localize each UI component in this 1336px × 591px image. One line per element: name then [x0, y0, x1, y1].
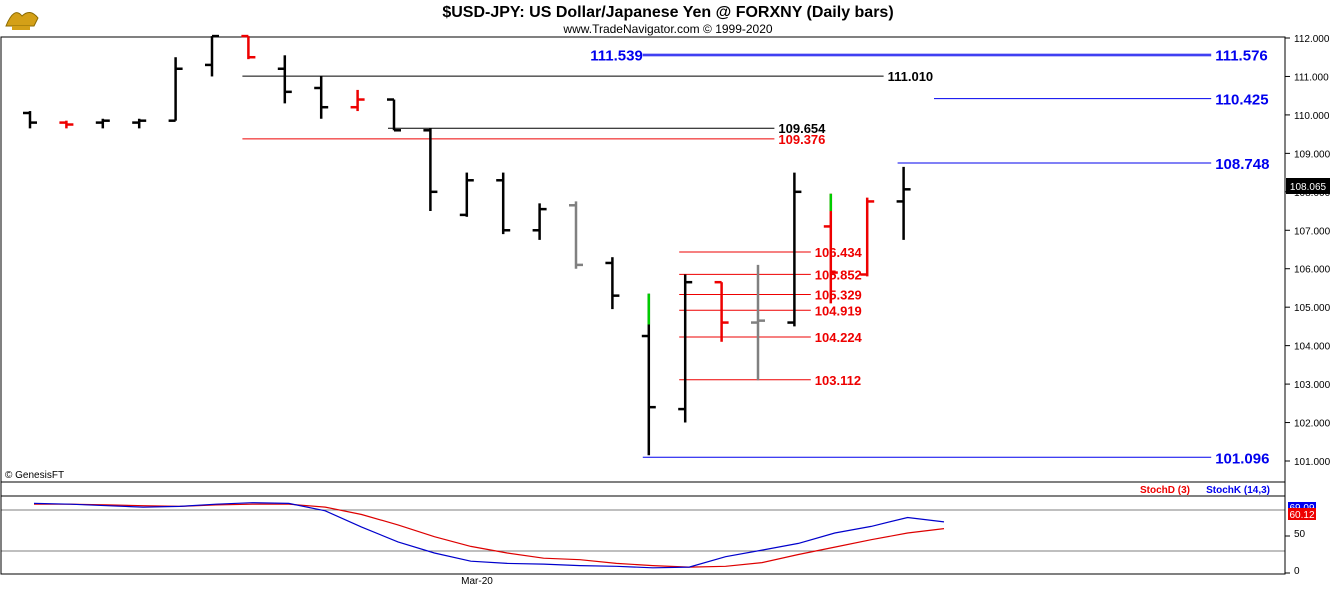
- ohlc-bar: [241, 34, 256, 60]
- price-tick-label: 111.000: [1294, 72, 1329, 83]
- price-tick-label: 107.000: [1294, 226, 1331, 237]
- logo: [5, 12, 39, 30]
- stoch-panel: [0, 495, 1286, 575]
- ohlc-bar: [59, 120, 74, 129]
- copyright: © GenesisFT: [5, 470, 64, 481]
- chart-title: $USD-JPY: US Dollar/Japanese Yen @ FORXN…: [442, 4, 893, 21]
- ohlc-bar: [823, 193, 838, 304]
- x-axis-label: Mar-20: [461, 576, 493, 587]
- ohlc-bar: [860, 197, 875, 277]
- price-tick-label: 102.000: [1294, 419, 1331, 430]
- price-tick-label: 112.000: [1294, 34, 1330, 45]
- price-tick-label: 105.000: [1294, 303, 1331, 314]
- ohlc-bar: [751, 264, 765, 381]
- ohlc-bar: [678, 274, 693, 423]
- level-label: 109.376: [778, 132, 825, 147]
- price-tick-label: 109.000: [1294, 149, 1331, 160]
- level-label: 111.010: [888, 69, 934, 84]
- ohlc-bar: [350, 89, 365, 112]
- stochk-line: [33, 502, 945, 569]
- ohlc-bar: [23, 111, 37, 129]
- price-tick-label: 101.000: [1294, 457, 1331, 468]
- last-price-label: 108.065: [1290, 182, 1327, 193]
- ohlc-bar: [277, 55, 292, 104]
- ohlc-bar: [387, 98, 401, 132]
- stoch-tick-label: 50: [1294, 529, 1306, 540]
- level-label: 104.919: [815, 303, 862, 318]
- stoch-axis: 0 50: [1285, 529, 1306, 577]
- stoch-tick-label: 0: [1294, 566, 1300, 577]
- level-label: 108.748: [1215, 156, 1269, 173]
- level-label: 101.096: [1215, 450, 1269, 467]
- ohlc-bar: [532, 203, 547, 240]
- ohlc-bar: [168, 57, 183, 122]
- level-label: 109.654: [778, 121, 826, 136]
- stochd-last-value: 60.12: [1289, 510, 1314, 521]
- ohlc-bar: [787, 172, 802, 327]
- ohlc-bar: [714, 280, 729, 342]
- level-label: 110.425: [1215, 92, 1268, 109]
- level-label: 111.576: [1215, 47, 1268, 64]
- stoch-legend-strip: [0, 481, 1286, 497]
- last-price-tag: 108.065: [1286, 178, 1330, 194]
- level-label: 104.224: [815, 330, 863, 345]
- ohlc-bar: [896, 166, 911, 240]
- ohlc-bar: [314, 76, 329, 119]
- level-label: 105.852: [815, 267, 862, 282]
- ohlc-bar: [205, 34, 219, 77]
- legend-stochd: StochD (3): [1140, 485, 1190, 496]
- level-lines: 111.576 111.539 111.010 110.425 109.654109.3…: [242, 47, 1269, 467]
- price-panel: [0, 36, 1286, 483]
- level-label: 106.434: [815, 245, 863, 260]
- price-axis: 101.000 102.000 103.000 104.000 105.000 106.0…: [1285, 34, 1331, 468]
- ohlc-bars: [23, 34, 911, 456]
- ohlc-bar: [459, 172, 474, 217]
- ohlc-bar: [132, 118, 147, 129]
- level-label: 103.112: [815, 373, 861, 388]
- ohlc-bar: [95, 118, 110, 129]
- legend-stochk: StochK (14,3): [1206, 485, 1270, 496]
- stoch-lines: [33, 502, 945, 569]
- price-tick-label: 103.000: [1294, 380, 1331, 391]
- chart-subtitle: www.TradeNavigator.com © 1999-2020: [562, 22, 772, 36]
- stoch-value-tags: 69.09 60.12: [1288, 502, 1316, 521]
- price-tick-label: 104.000: [1294, 342, 1331, 353]
- price-tick-label: 110.000: [1294, 111, 1330, 122]
- price-tick-label: 106.000: [1294, 265, 1331, 276]
- ohlc-bar: [423, 128, 438, 212]
- ohlc-bar: [605, 257, 620, 310]
- level-label: 111.539: [590, 48, 643, 65]
- ohlc-bar: [496, 172, 511, 235]
- ohlc-bar: [569, 201, 583, 269]
- level-label: 105.329: [815, 288, 862, 303]
- ohlc-bar: [641, 293, 656, 456]
- genie-lamp-icon: [5, 12, 39, 27]
